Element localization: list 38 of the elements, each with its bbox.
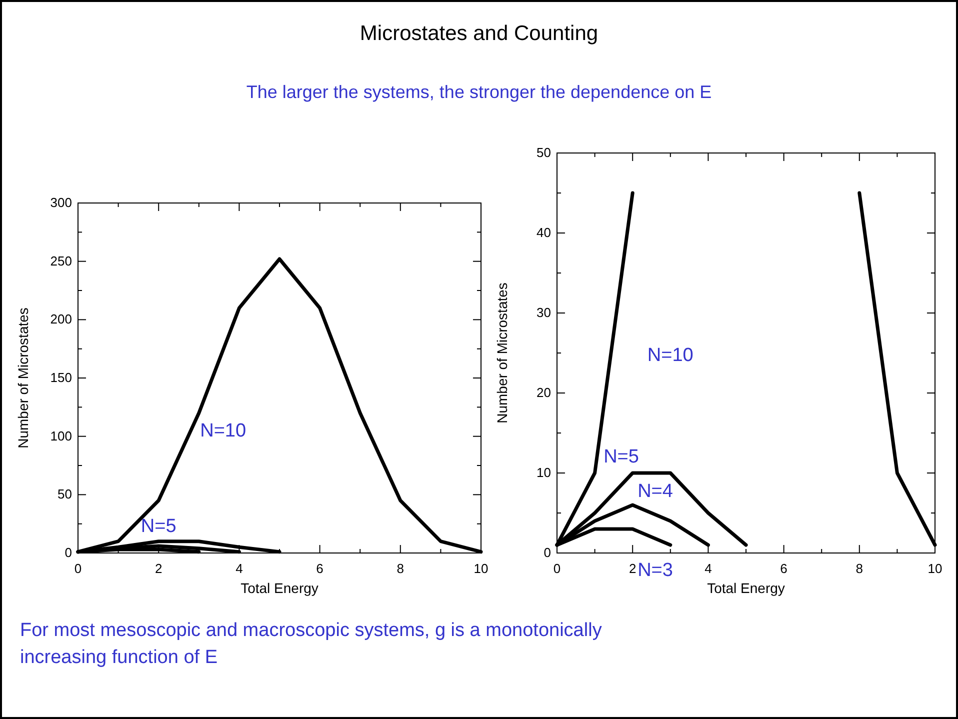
y-tick-label: 40 [536,225,551,240]
y-tick-label: 100 [50,428,72,444]
series-label: N=4 [638,481,674,502]
series-label: N=5 [604,446,639,468]
x-tick-label: 4 [704,561,712,576]
chart-subtitle: The larger the systems, the stronger the dependence on E [246,82,712,102]
y-tick-label: 30 [536,305,551,320]
x-tick-label: 10 [928,561,942,576]
series-label: N=5 [140,516,176,537]
x-tick-label: 0 [553,561,561,576]
y-tick-label: 0 [544,545,551,560]
y-tick-label: 20 [536,385,551,400]
series-label: N=10 [200,420,246,442]
y-tick-label: 0 [64,545,72,560]
y-tick-label: 250 [50,253,72,268]
y-tick-label: 150 [50,370,72,385]
text: For most mesoscopic and macroscopic systems, g is a monotonically increasing function of E [20,620,602,668]
y-tick-label: 10 [536,465,551,480]
y-tick-label: 300 [50,195,72,210]
y-axis-title: Number of Microstates [15,308,31,448]
x-tick-label: 6 [780,561,788,576]
x-tick-label: 4 [236,561,243,576]
x-tick-label: 6 [316,561,324,576]
x-axis-title: Total Energy [707,580,785,596]
y-tick-label: 50 [536,145,551,160]
x-tick-label: 0 [74,561,82,576]
series-label: N=3 [638,560,673,582]
y-tick-label: 50 [58,486,72,502]
x-tick-label: 2 [628,561,636,576]
x-tick-label: 8 [856,561,864,576]
x-axis-title: Total Energy [240,580,318,596]
x-tick-label: 8 [396,561,404,576]
series-label: N=10 [647,345,694,366]
chart-title: Microstates and Counting [360,22,598,45]
x-tick-label: 2 [154,561,162,576]
y-tick-label: 200 [50,312,72,327]
x-tick-label: 10 [474,561,488,576]
y-axis-title: Number of Microstates [494,282,510,424]
